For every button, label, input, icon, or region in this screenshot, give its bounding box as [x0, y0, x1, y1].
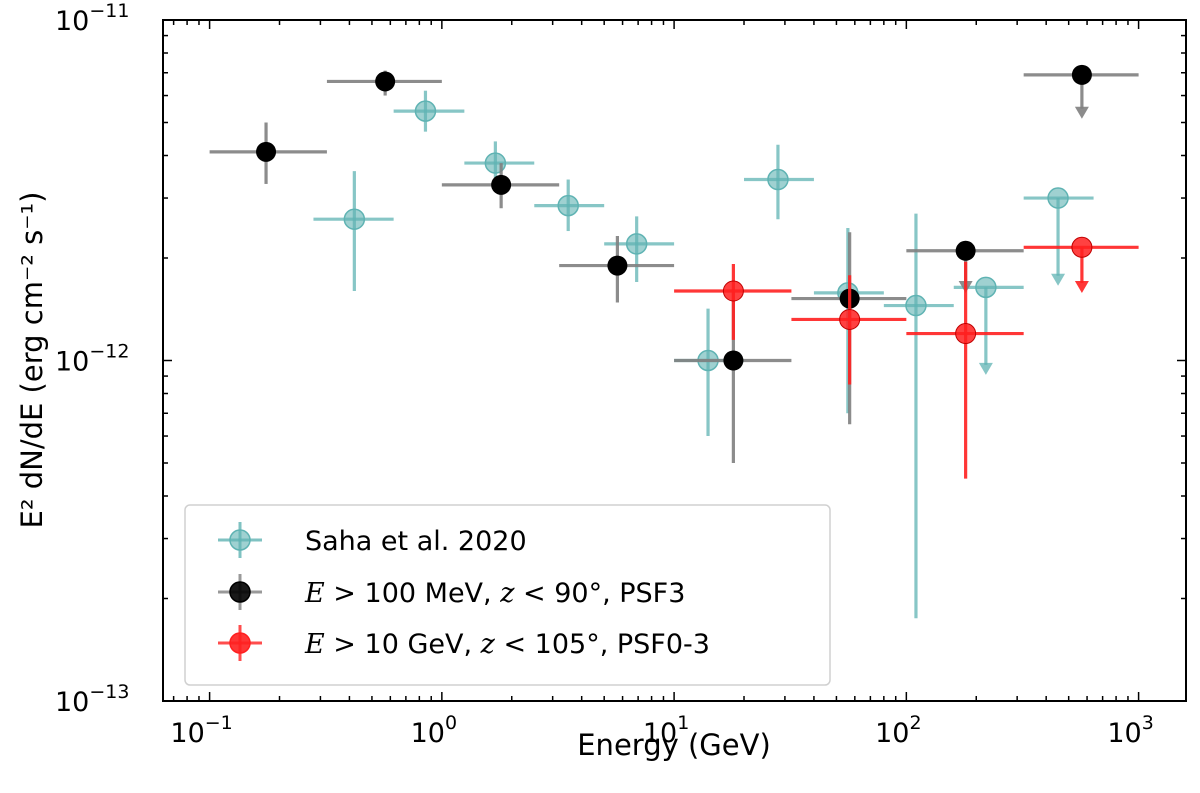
series-1	[313, 90, 1094, 619]
legend-math-symbol: E	[304, 629, 325, 660]
data-point	[414, 100, 437, 122]
x-axis-label: Energy (GeV)	[577, 728, 771, 762]
upper-limit-arrow	[1051, 273, 1066, 286]
legend-item-2: E > 100 MeV, z < 90°, PSF3	[218, 574, 685, 610]
x-tick-exponent: 2	[909, 712, 921, 734]
data-point	[256, 141, 277, 162]
data-point	[955, 240, 976, 261]
y-tick-exponent: −12	[89, 341, 129, 363]
y-tick-exponent: −13	[89, 681, 129, 703]
data-point	[343, 208, 366, 230]
legend-operator: <	[514, 578, 554, 609]
legend-number: 100	[365, 578, 417, 609]
legend-marker	[229, 632, 251, 654]
legend-item-1: Saha et al. 2020	[218, 522, 527, 558]
y-tick-label: 10−13	[55, 681, 129, 718]
data-point	[1047, 187, 1069, 209]
series-3	[674, 236, 1139, 479]
legend-operator: >	[325, 578, 365, 609]
legend-box	[184, 504, 831, 686]
data-point	[1071, 236, 1093, 258]
legend-operator: <	[495, 629, 535, 660]
y-tick-label: 10−11	[55, 0, 129, 37]
data-point	[767, 168, 789, 191]
legend-math-symbol: z	[480, 629, 496, 660]
legend-number: 105°	[535, 629, 600, 660]
legend-number: 90°	[554, 578, 602, 609]
legend-unit: MeV,	[416, 578, 500, 609]
x-tick-label: 103	[1107, 712, 1153, 749]
legend-marker	[229, 529, 251, 551]
legend-math-symbol: z	[499, 578, 515, 609]
y-tick-exponent: −11	[89, 0, 129, 22]
x-tick-label: 101	[643, 712, 689, 749]
x-tick-exponent: −1	[205, 712, 233, 734]
series-2	[209, 64, 1139, 464]
legend-tail: , PSF0-3	[600, 629, 710, 660]
data-point	[607, 255, 628, 276]
upper-limit-arrow	[1074, 106, 1089, 119]
x-tick-exponent: 3	[1142, 712, 1154, 734]
x-tick-label: 100	[411, 712, 457, 749]
legend-item-3: E > 10 GeV, z < 105°, PSF0-3	[218, 625, 710, 661]
data-point	[723, 350, 744, 371]
upper-limit-arrow	[978, 362, 993, 375]
data-point	[955, 323, 977, 345]
data-point	[375, 71, 396, 92]
legend-number: 10	[365, 629, 399, 660]
legend-operator: >	[325, 629, 365, 660]
x-tick-label: 102	[875, 712, 921, 749]
legend-marker	[229, 581, 251, 603]
plot-frame	[162, 19, 1187, 702]
legend-math-symbol: E	[304, 578, 325, 609]
data-point	[1071, 64, 1092, 85]
legend-label: E > 100 MeV, z < 90°, PSF3	[304, 578, 685, 609]
data-point	[625, 233, 648, 255]
legend-label: Saha et al. 2020	[305, 526, 527, 557]
legend-tail: , PSF3	[602, 578, 685, 609]
legend-unit: GeV,	[399, 629, 481, 660]
x-tick-exponent: 0	[445, 712, 457, 734]
data-point	[839, 308, 861, 330]
data-point	[722, 280, 744, 302]
data-point	[557, 194, 579, 217]
data-point	[975, 276, 997, 299]
y-tick-label: 10−12	[55, 341, 129, 378]
legend-label: E > 10 GeV, z < 105°, PSF0-3	[304, 629, 710, 660]
upper-limit-arrow	[1074, 280, 1089, 293]
y-axis-label: E² dN/dE (erg cm⁻² s⁻¹)	[15, 192, 49, 529]
data-point	[905, 294, 927, 317]
x-tick-exponent: 1	[677, 712, 689, 734]
data-point	[491, 174, 512, 195]
x-tick-label: 10−1	[170, 712, 232, 749]
plot-data	[209, 64, 1139, 619]
